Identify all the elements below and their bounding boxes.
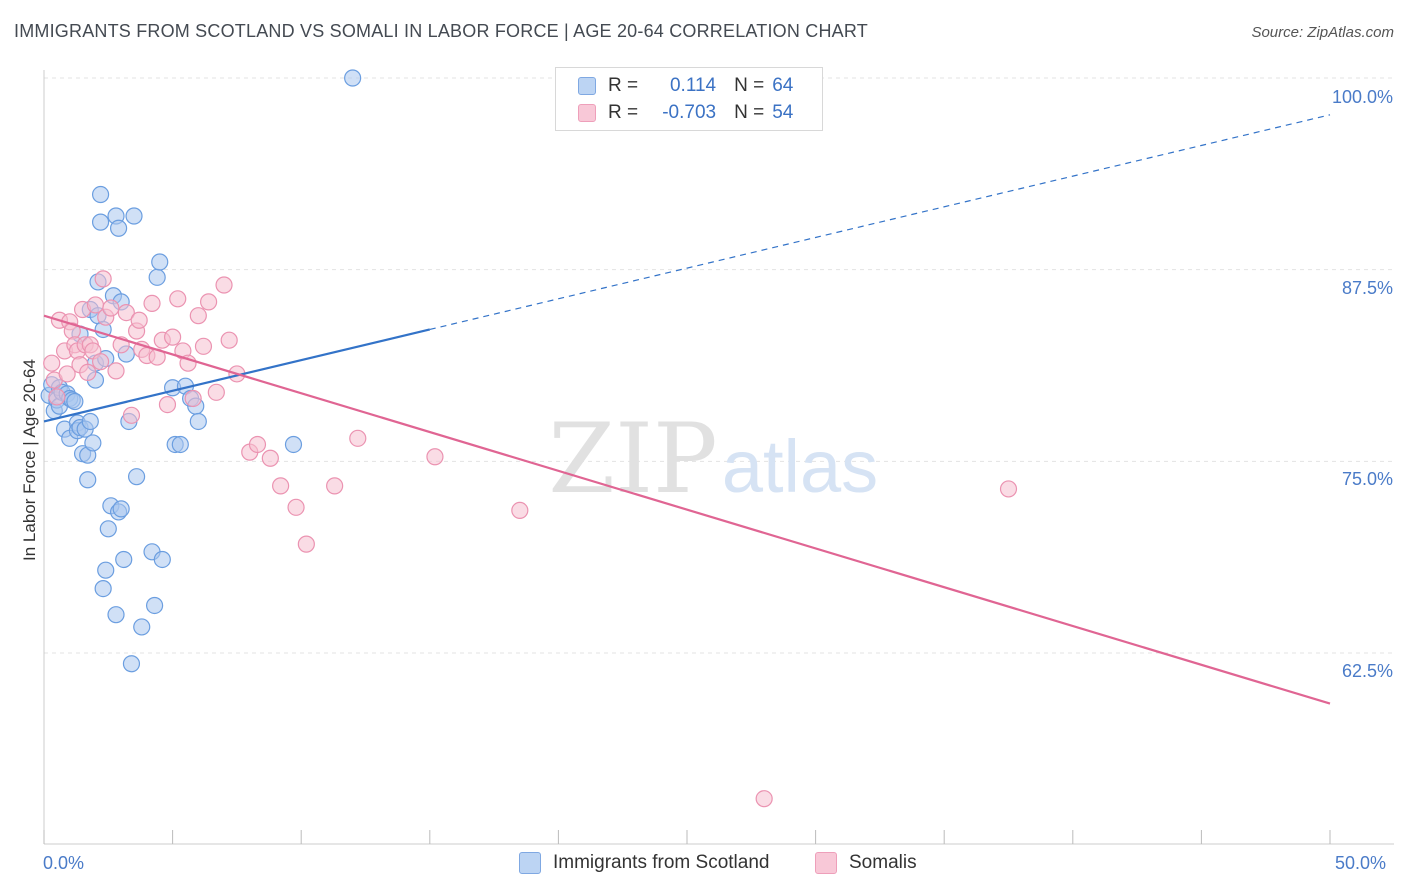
point-somali [287,498,305,516]
trendline-scotland-dashed [429,114,1331,331]
legend-n-value-scotland: 64 [772,75,794,96]
point-somali [102,299,120,317]
watermark: ZIP atlas [548,403,878,515]
point-somali [43,354,61,372]
point-somali [184,389,202,408]
point-scotland [91,185,110,204]
correlation-legend: R = 0.114 N = 64 R = -0.703 N = 54 [555,67,823,131]
point-somali [58,365,76,383]
point-somali [511,501,529,519]
bottom-legend-label-scotland: Immigrants from Scotland [553,852,770,873]
point-scotland [151,253,169,271]
point-scotland [109,219,128,237]
bottom-legend-somali: Somalis [815,852,917,874]
bottom-legend-swatch-somali [815,852,837,874]
point-somali [94,270,112,288]
legend-swatch-somali [578,104,596,122]
point-somali [143,294,161,312]
bottom-legend-scotland: Immigrants from Scotland [519,852,769,874]
point-scotland [125,207,143,225]
y-tick-label-62-5: 62.5% [1341,661,1393,681]
point-scotland [66,392,84,411]
point-somali [117,304,135,322]
legend-row-somali: R = -0.703 N = 54 [578,101,793,125]
legend-n-value-somali: 54 [772,102,794,123]
point-somali [91,353,110,371]
point-scotland [94,579,112,598]
point-scotland [107,606,125,624]
x-tick-label-50: 50.0% [1335,853,1387,873]
point-scotland [127,468,146,486]
legend-r-label: R = [608,102,639,123]
axes [43,70,1394,845]
point-somali [169,290,187,308]
trendline-scotland-solid [43,328,431,423]
point-scotland [344,69,362,87]
point-scotland [189,412,207,431]
watermark-atlas: atlas [722,425,878,508]
point-somali [261,449,279,467]
legend-swatch-scotland [578,77,596,95]
source-credit: Source: ZipAtlas.com [1251,24,1394,41]
point-somali [200,293,218,311]
point-somali [999,480,1018,498]
point-somali [107,362,125,380]
trendline-somali [43,314,1331,705]
point-somali [755,790,773,808]
point-somali [248,435,267,454]
point-somali [79,363,97,381]
legend-row-scotland: R = 0.114 N = 64 [578,74,793,98]
point-somali [158,396,177,414]
legend-n-label: N = [734,102,765,123]
gridlines [44,77,1394,654]
point-scotland [81,412,99,431]
chart-title: IMMIGRANTS FROM SCOTLAND VS SOMALI IN LA… [14,21,868,41]
point-scotland [148,268,166,286]
point-scotland [115,550,133,569]
bottom-legend-swatch-scotland [519,852,541,874]
legend-n-label: N = [734,75,765,96]
point-scotland [112,500,130,518]
point-somali [272,477,290,495]
legend-r-value-somali: -0.703 [662,102,717,123]
bottom-legend-label-somali: Somalis [849,852,917,873]
y-tick-label-75: 75.0% [1341,469,1393,489]
point-somali [48,388,66,406]
point-scotland [171,435,189,454]
trendlines [43,114,1331,705]
y-tick-label-87-5: 87.5% [1341,278,1393,298]
watermark-zip: ZIP [548,403,717,515]
point-somali [164,328,182,346]
point-scotland [84,434,102,452]
point-scotland [99,520,117,538]
point-scotland [153,550,171,569]
legend-r-label: R = [608,75,639,96]
legend-r-value-scotland: 0.114 [669,75,717,96]
point-somali [426,448,444,466]
point-somali [297,535,315,553]
point-somali [130,311,148,329]
point-somali [215,276,233,294]
point-somali [189,307,207,325]
point-somali [349,429,367,447]
series-somali-points [43,270,1018,808]
point-somali [122,406,141,424]
y-axis-title: In Labor Force | Age 20-64 [20,359,39,561]
point-somali [194,337,213,355]
point-scotland [91,213,110,231]
point-somali [326,477,344,495]
y-tick-label-100: 100.0% [1331,87,1393,107]
point-scotland [97,561,115,579]
point-somali [220,331,238,349]
point-scotland [133,618,151,636]
point-scotland [145,596,164,615]
point-scotland [79,471,97,489]
point-scotland [284,435,303,454]
x-tick-label-0: 0.0% [43,853,85,873]
point-scotland [122,655,141,673]
point-somali [207,383,225,401]
